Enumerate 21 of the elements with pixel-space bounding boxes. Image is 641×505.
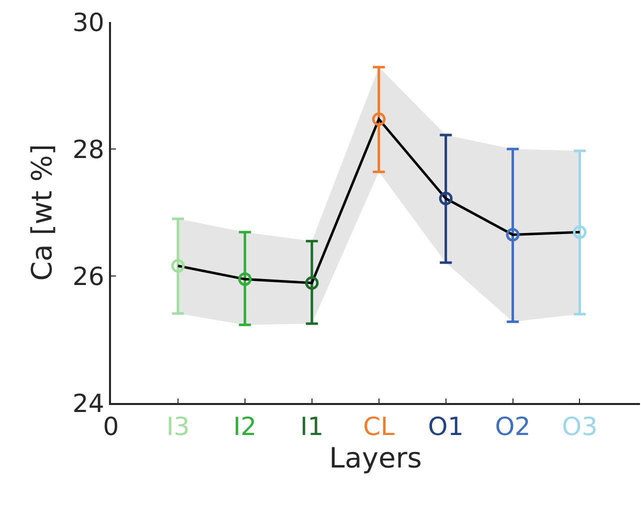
- x-tick-label: I2: [233, 412, 257, 441]
- point: [171, 259, 185, 273]
- x-tick-label: O2: [494, 412, 531, 441]
- x-tick-label: CL: [363, 412, 395, 441]
- x-tick-label: I1: [300, 412, 324, 441]
- x-axis-title: Layers: [329, 441, 422, 474]
- x-tick-label: 0: [103, 412, 119, 441]
- x-tick-label: I3: [166, 412, 190, 441]
- point: [238, 272, 252, 286]
- y-tick-label: 28: [72, 134, 104, 164]
- point: [506, 228, 520, 242]
- point: [572, 225, 586, 239]
- x-tick-label: O1: [428, 412, 464, 441]
- y-tick-label: 30: [72, 8, 104, 37]
- point: [305, 276, 319, 290]
- point: [372, 112, 386, 126]
- point: [439, 192, 453, 206]
- y-tick-label: 26: [72, 262, 104, 291]
- y-tick-label: 24: [72, 388, 104, 418]
- y-axis-title: Ca [wt %]: [26, 144, 59, 281]
- x-tick-label: O3: [562, 412, 598, 441]
